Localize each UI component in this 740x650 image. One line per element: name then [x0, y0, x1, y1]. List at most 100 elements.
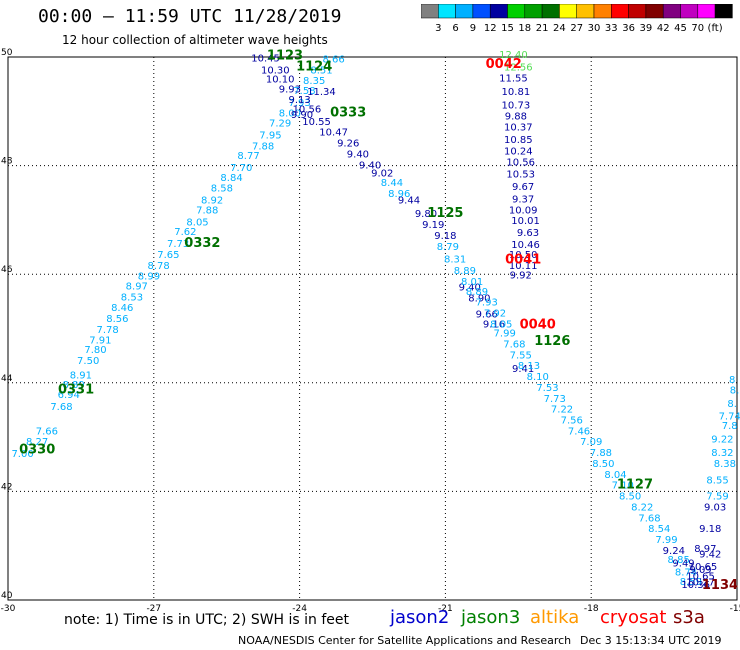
time-label: 0332 [184, 236, 220, 251]
data-point-label: 10.01 [511, 216, 540, 227]
data-point-label: 7.55 [510, 350, 532, 361]
data-point-label: 9.03 [704, 502, 726, 513]
data-point-label: 9.16 [483, 319, 505, 330]
data-point-label: 10.10 [266, 75, 295, 86]
colorbar-label: 33 [605, 23, 618, 34]
data-point-label: 8.35 [303, 76, 325, 87]
data-point-label: 9.24 [663, 546, 685, 557]
colorbar-label: 27 [570, 23, 583, 34]
footer-note: note: 1) Time is in UTC; 2) SWH is in fe… [64, 612, 350, 628]
data-point-label: 8.85 [668, 555, 690, 566]
data-point-label: 8.84 [220, 173, 242, 184]
x-tick-label: -15 [730, 604, 740, 614]
data-point-label: 7.99 [494, 329, 516, 340]
chart-plot: -30-27-24-21-18-154042444648507.008.277.… [1, 48, 740, 614]
data-point-label: 7.66 [36, 426, 58, 437]
data-point-label: 8. [727, 399, 737, 410]
y-tick-label: 46 [1, 265, 13, 275]
colorbar-label: 42 [657, 23, 670, 34]
data-point-label: 8.79 [437, 242, 459, 253]
data-point-label: 10.53 [506, 170, 535, 181]
data-point-label: 7.62 [174, 227, 196, 238]
data-point-label: 9.40 [459, 282, 481, 293]
data-point-label: 7.93 [288, 98, 310, 109]
data-point-label: 12.40 [499, 50, 528, 61]
x-tick-label: -27 [146, 604, 161, 614]
data-point-label: 7.70 [230, 163, 252, 174]
data-point-label: 9.02 [371, 168, 393, 179]
data-point-label: 11.55 [499, 73, 528, 84]
time-label: 0333 [330, 106, 366, 121]
data-point-label: 11.34 [307, 87, 336, 98]
plot-frame [7, 56, 738, 601]
data-point-label: 10.11 [509, 261, 538, 272]
time-label: 0041 [505, 252, 541, 267]
footer-timestamp: Dec 3 15:13:34 UTC 2019 [580, 634, 722, 647]
data-point-label: 9.41 [512, 364, 534, 375]
data-point-label: 6.94 [58, 390, 80, 401]
data-point-label: 7.56 [561, 416, 583, 427]
data-point-label: 9.92 [510, 271, 532, 282]
data-point-label: 8.89 [454, 266, 476, 277]
time-label: 0042 [486, 57, 522, 72]
data-point-label: 10.45 [251, 53, 280, 64]
data-point-label: 10.81 [502, 87, 531, 98]
data-point-label: 7.88 [252, 141, 274, 152]
x-tick-label: -30 [1, 604, 16, 614]
data-point-label: 10.46 [511, 240, 540, 251]
colorbar-label: 24 [553, 23, 566, 34]
y-tick-label: 40 [1, 591, 13, 601]
data-point-label: 10.55 [302, 117, 331, 128]
data-point-label: 7.92 [484, 309, 506, 320]
colorbar-label: (ft) [708, 23, 723, 34]
time-label: 1124 [296, 60, 332, 75]
data-point-label: 8.54 [648, 524, 670, 535]
data-point-label: 8.53 [121, 292, 143, 303]
data-point-label: 8.44 [381, 178, 403, 189]
time-label: 1125 [427, 206, 463, 221]
data-point-label: 8.51 [310, 65, 332, 76]
data-point-label: 8.27 [26, 437, 48, 448]
legend-cryosat: cryosat [600, 607, 667, 628]
data-point-label: 7.88 [196, 205, 218, 216]
data-point-label: 9.93 [279, 84, 301, 95]
data-point-label: 8.96 [388, 189, 410, 200]
data-point-label: 7.93 [476, 298, 498, 309]
data-point-label: 9.66 [476, 310, 498, 321]
data-point-label: 8.50 [619, 492, 641, 503]
data-point-label: 8.31 [444, 254, 466, 265]
colorbar-label: 15 [501, 23, 514, 34]
data-point-label: 7.95 [259, 130, 281, 141]
data-point-label: 8.58 [211, 184, 233, 195]
data-point-label: 7.29 [269, 119, 291, 130]
data-point-label: 7.00 [11, 449, 33, 460]
data-point-label: 8.55 [706, 475, 728, 486]
x-tick-label: -21 [438, 604, 453, 614]
data-point-label: 9.18 [434, 231, 456, 242]
data-point-label: 9.09 [689, 565, 711, 576]
data-point-label: 9.90 [291, 110, 313, 121]
colorbar-label: 3 [435, 23, 441, 34]
data-point-label: 7.73 [167, 239, 189, 250]
time-label: 1123 [267, 49, 303, 64]
colorbar-swatch [714, 4, 733, 19]
data-point-label: 9.63 [517, 228, 539, 239]
data-point-label: 8.01 [461, 277, 483, 288]
colorbar-label: 45 [674, 23, 687, 34]
y-tick-label: 48 [1, 157, 13, 167]
legend-jason3: jason3 [461, 607, 521, 628]
data-point-label: 9.22 [711, 435, 733, 446]
y-tick-label: 44 [1, 374, 13, 384]
time-label: 1127 [617, 478, 653, 493]
colorbar-label: 21 [536, 23, 549, 34]
data-point-label: 7.91 [89, 336, 111, 347]
data-point-label: 8.99 [138, 272, 160, 283]
data-point-label: 10.36 [681, 580, 710, 591]
data-point-label: 10.56 [506, 158, 535, 169]
data-point-label: 9.80 [415, 209, 437, 220]
time-label: 0331 [58, 383, 94, 398]
data-point-label: 8.38 [714, 459, 736, 470]
data-point-label: 8.04 [604, 470, 626, 481]
data-point-label: 7.59 [706, 492, 728, 503]
colorbar-label: 6 [452, 23, 458, 34]
